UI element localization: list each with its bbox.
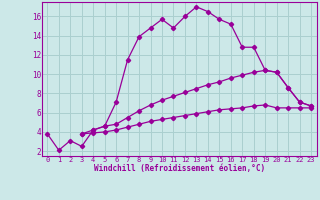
X-axis label: Windchill (Refroidissement éolien,°C): Windchill (Refroidissement éolien,°C) — [94, 164, 265, 173]
